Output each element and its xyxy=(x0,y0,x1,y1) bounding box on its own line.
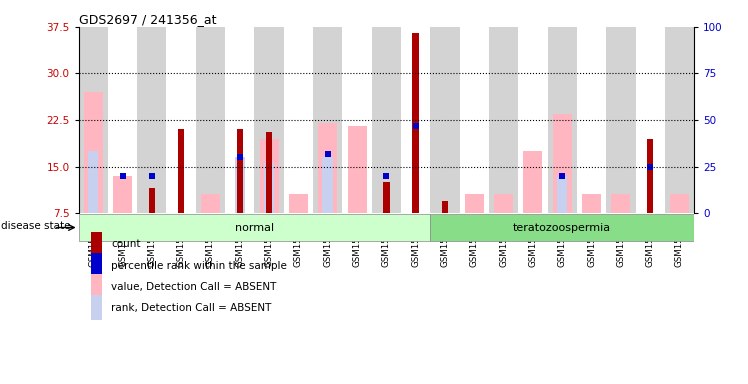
Bar xyxy=(91,295,102,321)
Text: teratozoospermia: teratozoospermia xyxy=(513,222,611,233)
Bar xyxy=(137,27,167,213)
Text: normal: normal xyxy=(235,222,274,233)
Bar xyxy=(518,27,548,213)
Bar xyxy=(647,139,654,213)
Bar xyxy=(91,232,102,257)
Bar xyxy=(260,139,278,213)
Text: disease state: disease state xyxy=(1,221,71,231)
Bar xyxy=(524,151,542,213)
Bar xyxy=(225,27,254,213)
Bar xyxy=(313,27,343,213)
Bar xyxy=(91,274,102,300)
Bar xyxy=(322,157,333,213)
Bar xyxy=(108,27,137,213)
Bar xyxy=(318,123,337,213)
Bar xyxy=(79,27,108,213)
Bar xyxy=(606,27,636,213)
Bar xyxy=(553,114,571,213)
Bar xyxy=(489,27,518,213)
Bar xyxy=(401,27,430,213)
Bar xyxy=(459,27,489,213)
Text: count: count xyxy=(111,240,141,250)
Bar xyxy=(196,27,225,213)
Bar xyxy=(412,33,419,213)
Bar xyxy=(91,253,102,278)
Bar xyxy=(167,27,196,213)
Bar xyxy=(84,92,102,213)
Text: rank, Detection Call = ABSENT: rank, Detection Call = ABSENT xyxy=(111,303,272,313)
Bar xyxy=(236,129,243,213)
Bar xyxy=(665,27,694,213)
Bar xyxy=(670,194,689,213)
Bar xyxy=(465,194,484,213)
Bar xyxy=(289,194,308,213)
Bar xyxy=(235,157,245,213)
Bar xyxy=(577,27,606,213)
Bar xyxy=(254,27,283,213)
Bar xyxy=(149,188,155,213)
Bar xyxy=(88,151,99,213)
Bar xyxy=(372,27,401,213)
Bar xyxy=(582,194,601,213)
Bar xyxy=(430,214,694,242)
Bar xyxy=(79,214,430,242)
Bar xyxy=(178,129,184,213)
Bar xyxy=(266,132,272,213)
Bar xyxy=(383,182,390,213)
Bar xyxy=(636,27,665,213)
Bar xyxy=(548,27,577,213)
Bar xyxy=(494,194,513,213)
Bar xyxy=(264,164,275,213)
Bar xyxy=(611,194,631,213)
Bar xyxy=(283,27,313,213)
Text: value, Detection Call = ABSENT: value, Detection Call = ABSENT xyxy=(111,282,277,292)
Bar xyxy=(201,194,220,213)
Text: percentile rank within the sample: percentile rank within the sample xyxy=(111,261,287,271)
Bar xyxy=(343,27,372,213)
Bar xyxy=(557,176,568,213)
Bar xyxy=(442,201,448,213)
Text: GDS2697 / 241356_at: GDS2697 / 241356_at xyxy=(79,13,216,26)
Bar xyxy=(348,126,367,213)
Bar xyxy=(113,176,132,213)
Bar xyxy=(430,27,459,213)
